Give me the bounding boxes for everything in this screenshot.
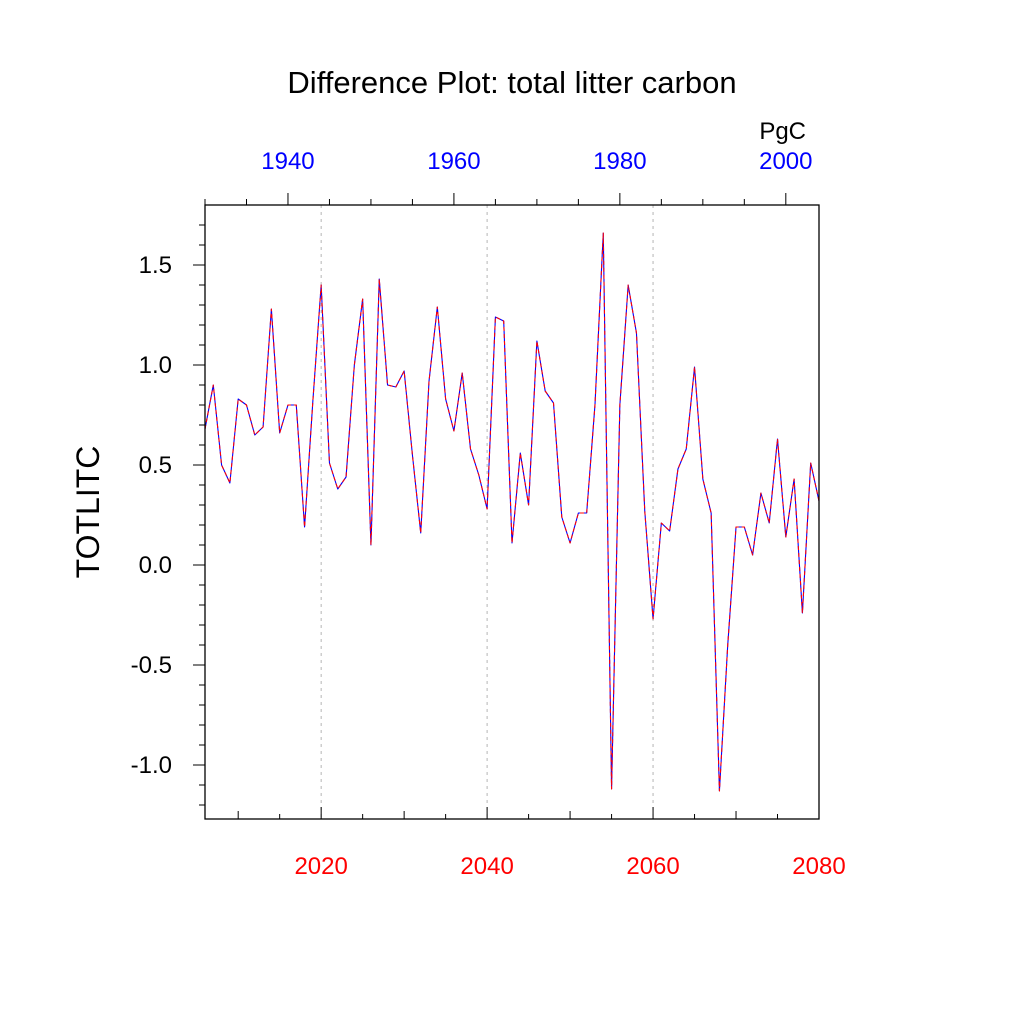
top-tick-label-1980: 1980 [593, 148, 646, 175]
top-tick-label-2000: 2000 [759, 148, 812, 175]
y-tick-label-1.0: 1.0 [139, 352, 172, 379]
plot-frame [204, 204, 820, 820]
y-tick-label-0.5: 0.5 [139, 452, 172, 479]
top-x-axis: 1940 1960 1980 2000 [204, 148, 813, 205]
bottom-x-axis: 2020 2040 2060 2080 [237, 807, 846, 880]
units-label: PgC [759, 118, 806, 145]
bottom-tick-label-2080: 2080 [792, 853, 845, 880]
top-tick-label-1940: 1940 [261, 148, 314, 175]
series-layer [204, 232, 820, 792]
y-tick-label--0.5: -0.5 [131, 652, 172, 679]
bottom-tick-label-2040: 2040 [460, 853, 513, 880]
y-tick-label-0.0: 0.0 [139, 552, 172, 579]
bottom-tick-label-2060: 2060 [626, 853, 679, 880]
chart-title: Difference Plot: total litter carbon [287, 65, 736, 100]
y-axis: -1.0 -0.5 0.0 0.5 1.0 1.5 [131, 224, 205, 806]
series-line-2 [204, 232, 820, 792]
gridlines [320, 205, 654, 819]
y-tick-label--1.0: -1.0 [131, 752, 172, 779]
y-axis-label: TOTLITC [70, 446, 106, 579]
y-tick-label-1.5: 1.5 [139, 252, 172, 279]
bottom-tick-label-2020: 2020 [294, 853, 347, 880]
top-tick-label-1960: 1960 [427, 148, 480, 175]
